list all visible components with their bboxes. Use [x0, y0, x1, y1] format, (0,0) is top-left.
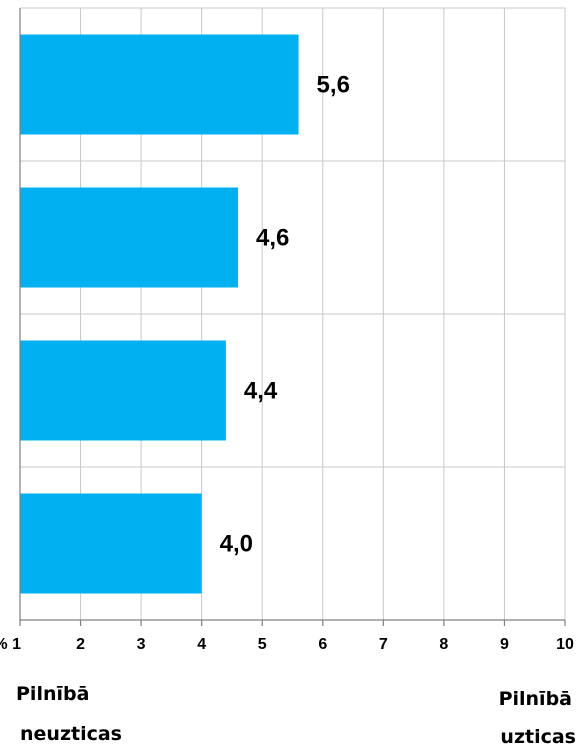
x-tick-label-4: 4 — [197, 636, 206, 653]
right-end-label-line1: Pilnībā — [499, 688, 572, 710]
bar-1 — [20, 34, 299, 135]
bar-4 — [20, 493, 202, 594]
value-label-3: 4,4 — [244, 378, 278, 405]
left-end-label-line1: Pilnībā — [16, 683, 89, 705]
right-end-label-line2: uzticas — [500, 726, 576, 747]
bar-layer — [20, 34, 299, 594]
value-label-2: 4,6 — [256, 225, 289, 252]
left-end-label-line2: neuzticas — [20, 723, 122, 745]
value-label-4: 4,0 — [220, 531, 253, 558]
value-label-1: 5,6 — [317, 72, 350, 99]
bar-3 — [20, 340, 226, 441]
x-tick-label-2: 2 — [76, 636, 85, 653]
x-tick-label-8: 8 — [439, 636, 448, 653]
label-layer: 5,6 4,6 4,4 4,0 % 1 2 3 4 5 6 7 8 9 10 — [0, 72, 574, 654]
x-tick-label-6: 6 — [318, 636, 327, 653]
bar-2 — [20, 187, 238, 288]
x-tick-label-7: 7 — [379, 636, 388, 653]
x-tick-label-5: 5 — [258, 636, 267, 653]
x-tick-label-10: 10 — [556, 636, 574, 653]
x-tick-label-3: 3 — [137, 636, 146, 653]
x-tick-label-9: 9 — [500, 636, 509, 653]
x-tick-label-1: % 1 — [0, 636, 21, 653]
axis-layer — [19, 8, 566, 626]
